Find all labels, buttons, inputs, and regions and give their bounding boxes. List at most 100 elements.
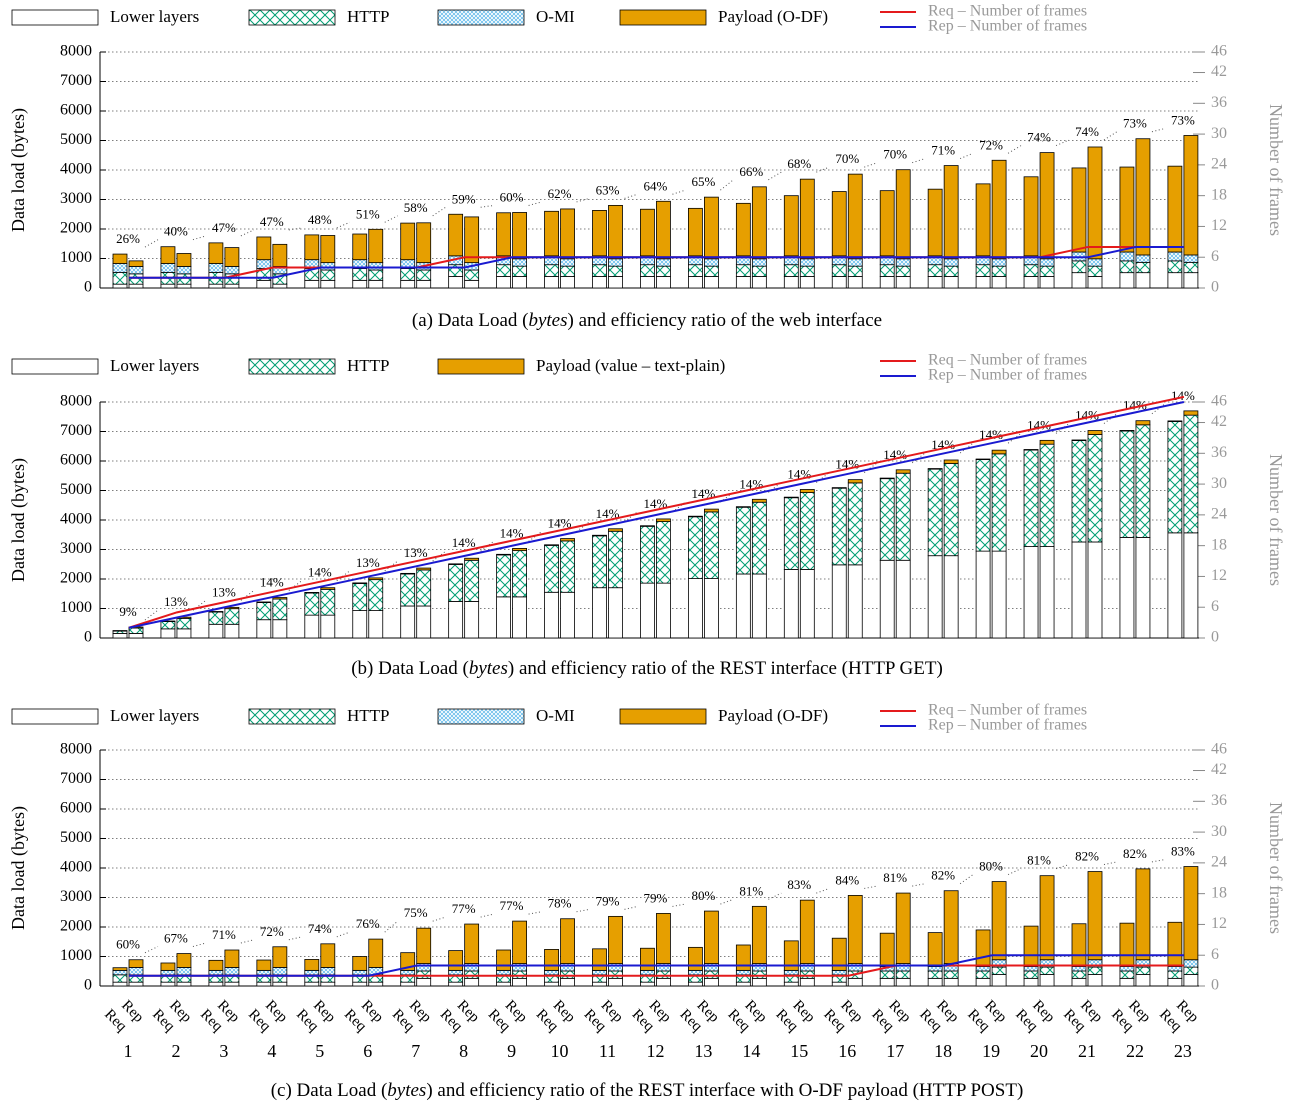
bar-segment <box>112 271 128 285</box>
bar-segment <box>1119 251 1135 262</box>
y2-tick-label: 24 <box>1211 156 1227 173</box>
x-tick-label: 10 <box>551 1041 569 1061</box>
bar-segment <box>975 183 991 257</box>
label-connector <box>672 189 686 195</box>
bar-segment <box>112 967 128 971</box>
efficiency-label: 74% <box>1027 130 1051 145</box>
bar-segment <box>608 970 623 979</box>
bar-segment <box>592 535 607 589</box>
bar-segment <box>1071 923 1087 967</box>
bar-segment <box>879 478 895 561</box>
bar-segment <box>1135 272 1151 289</box>
bar-segment <box>1039 439 1055 445</box>
y-tick-label: 0 <box>84 279 92 296</box>
bar-segment <box>927 468 943 470</box>
bar-segment <box>688 207 703 257</box>
label-connector <box>768 892 782 900</box>
bar-segment <box>1167 421 1183 534</box>
bar-segment <box>464 601 480 639</box>
bar-segment <box>544 210 559 257</box>
efficiency-label: 14% <box>260 575 284 590</box>
bar-segment <box>544 544 559 593</box>
bar-segment <box>783 264 799 277</box>
y-tick-label: 6000 <box>60 452 92 469</box>
efficiency-label: 13% <box>404 545 428 560</box>
bar-segment <box>464 269 480 281</box>
x-tick-label: 22 <box>1126 1041 1144 1061</box>
bar-segment <box>448 276 464 289</box>
bar-segment <box>256 969 272 976</box>
bar-segment <box>512 212 527 260</box>
y2-tick-label: 18 <box>1211 186 1227 203</box>
efficiency-label: 82% <box>931 868 955 883</box>
bar-segment <box>688 578 703 639</box>
bar-segment <box>400 268 416 281</box>
efficiency-label: 58% <box>404 200 428 215</box>
y-tick-label: 5000 <box>60 481 92 498</box>
x-tick-label: 4 <box>267 1041 276 1061</box>
bar-segment <box>160 962 176 971</box>
x-tick-label: 21 <box>1078 1041 1096 1061</box>
label-connector <box>480 204 494 208</box>
y2-tick-label: 12 <box>1211 217 1227 234</box>
bar-segment <box>1023 970 1039 979</box>
bar-segment <box>160 246 176 264</box>
label-connector <box>720 179 734 191</box>
bar-segment <box>256 602 272 621</box>
bar-segment <box>704 511 719 579</box>
bar-segment <box>400 573 416 607</box>
bar-segment <box>783 969 799 976</box>
y2-tick-label: 6 <box>1211 946 1219 963</box>
efficiency-label: 71% <box>212 927 236 942</box>
bar-segment <box>640 947 655 971</box>
y2-tick-label: 30 <box>1211 475 1227 492</box>
y2-tick-label: 42 <box>1211 413 1227 430</box>
bar-segment <box>975 264 991 277</box>
bar-segment <box>1135 254 1151 263</box>
bar-segment <box>400 969 416 976</box>
bar-segment <box>592 534 607 537</box>
bar-segment <box>496 949 512 971</box>
bar-segment <box>1071 970 1087 979</box>
bar-segment <box>496 264 512 277</box>
bar-segment <box>304 592 320 594</box>
y-tick-label: 6000 <box>60 800 92 817</box>
bar-segment <box>416 279 432 289</box>
x-tick-label: 3 <box>219 1041 228 1061</box>
bar-segment <box>943 977 959 987</box>
bar-segment <box>304 969 320 976</box>
bar-segment <box>272 597 288 600</box>
legend-label: Payload (value – text-plain) <box>536 356 725 375</box>
efficiency-label: 82% <box>1075 849 1099 864</box>
bar-segment <box>496 969 512 976</box>
legend-swatch <box>248 358 336 375</box>
bar-segment <box>1023 449 1039 451</box>
bar-segment <box>256 279 272 289</box>
bar-segment <box>895 472 911 561</box>
bar-segment <box>544 591 559 639</box>
bar-segment <box>464 557 480 561</box>
bar-segment <box>847 564 863 639</box>
bar-segment <box>496 554 512 598</box>
bar-segment <box>1039 966 1055 975</box>
bar-segment <box>1023 977 1039 987</box>
bar-segment <box>400 981 416 987</box>
bar-segment <box>1167 251 1183 262</box>
y-tick-label: 3000 <box>60 888 92 905</box>
bar-segment <box>208 283 224 289</box>
bar-segment <box>975 276 991 289</box>
bar-segment <box>112 974 128 983</box>
bar-segment <box>448 981 464 987</box>
efficiency-label: 68% <box>787 156 811 171</box>
bar-segment <box>799 258 815 267</box>
legend-label: HTTP <box>347 7 390 26</box>
bar-segment <box>847 977 863 987</box>
bar-segment <box>783 276 799 289</box>
bar-segment <box>512 548 527 552</box>
efficiency-label: 47% <box>260 214 284 229</box>
efficiency-label: 40% <box>164 224 188 239</box>
bar-segment <box>560 538 575 542</box>
efficiency-label: 51% <box>356 206 380 221</box>
label-connector <box>864 162 878 168</box>
y2-axis-label: Number of frames <box>1266 802 1286 934</box>
